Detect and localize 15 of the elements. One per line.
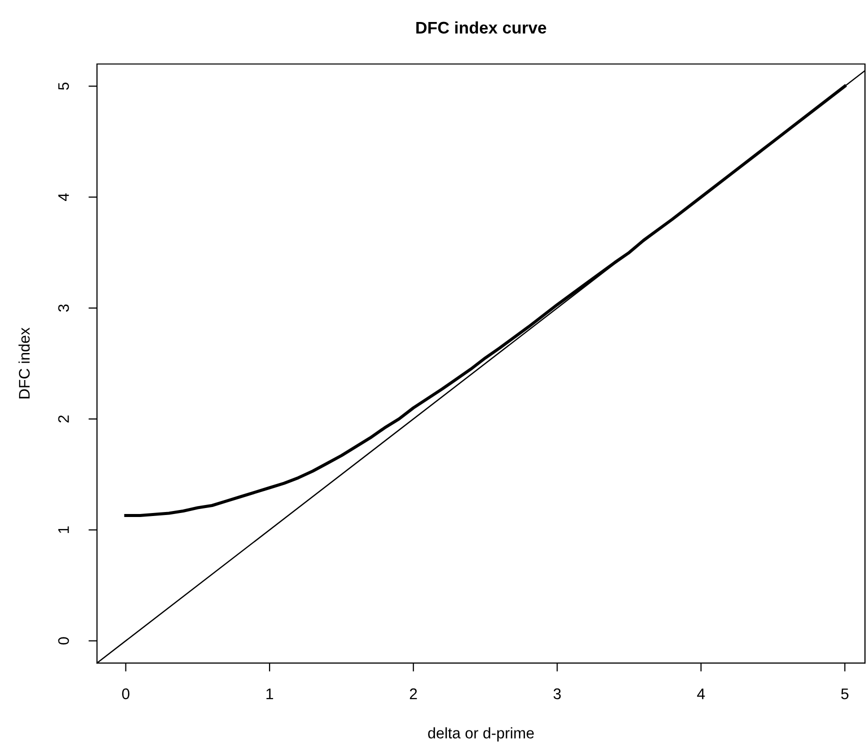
y-tick-label: 1	[58, 526, 69, 533]
y-tick-label: 2	[58, 415, 69, 422]
x-tick-label: 1	[266, 688, 274, 700]
x-tick-label: 2	[410, 688, 417, 700]
x-tick-label: 5	[841, 688, 848, 700]
y-axis-title: DFC index	[18, 328, 30, 398]
x-axis-title: delta or d-prime	[428, 727, 534, 742]
y-tick-label: 0	[58, 637, 69, 644]
x-tick-label: 3	[554, 688, 561, 700]
chart-title: DFC index curve	[416, 21, 546, 34]
x-tick-label: 0	[122, 688, 130, 700]
x-tick-label: 4	[697, 688, 705, 700]
y-tick-label: 3	[58, 304, 69, 312]
y-tick-label: 4	[58, 193, 69, 202]
y-tick-label: 5	[58, 82, 69, 90]
